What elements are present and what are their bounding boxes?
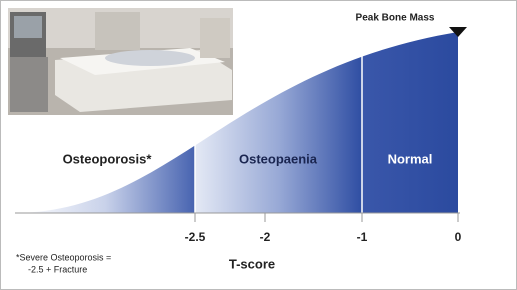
tick-label: 0 <box>455 230 462 244</box>
tick-label: -1 <box>357 230 368 244</box>
annotation: Peak Bone Mass <box>356 13 435 24</box>
page: Peak Bone Mass Osteoporosis* Osteopaenia… <box>0 0 517 290</box>
region-label: Normal <box>388 151 433 166</box>
footnote: *Severe Osteoporosis = <box>16 252 111 262</box>
diagram: Peak Bone Mass Osteoporosis* Osteopaenia… <box>0 0 517 290</box>
tick-label: -2.5 <box>185 230 206 244</box>
axis-title: T-score <box>229 256 275 271</box>
footnote: -2.5 + Fracture <box>28 264 87 274</box>
photo <box>8 8 233 115</box>
tick-label: -2 <box>260 230 271 244</box>
region-label: Osteopaenia <box>239 151 318 166</box>
region-label: Osteoporosis* <box>63 151 153 166</box>
